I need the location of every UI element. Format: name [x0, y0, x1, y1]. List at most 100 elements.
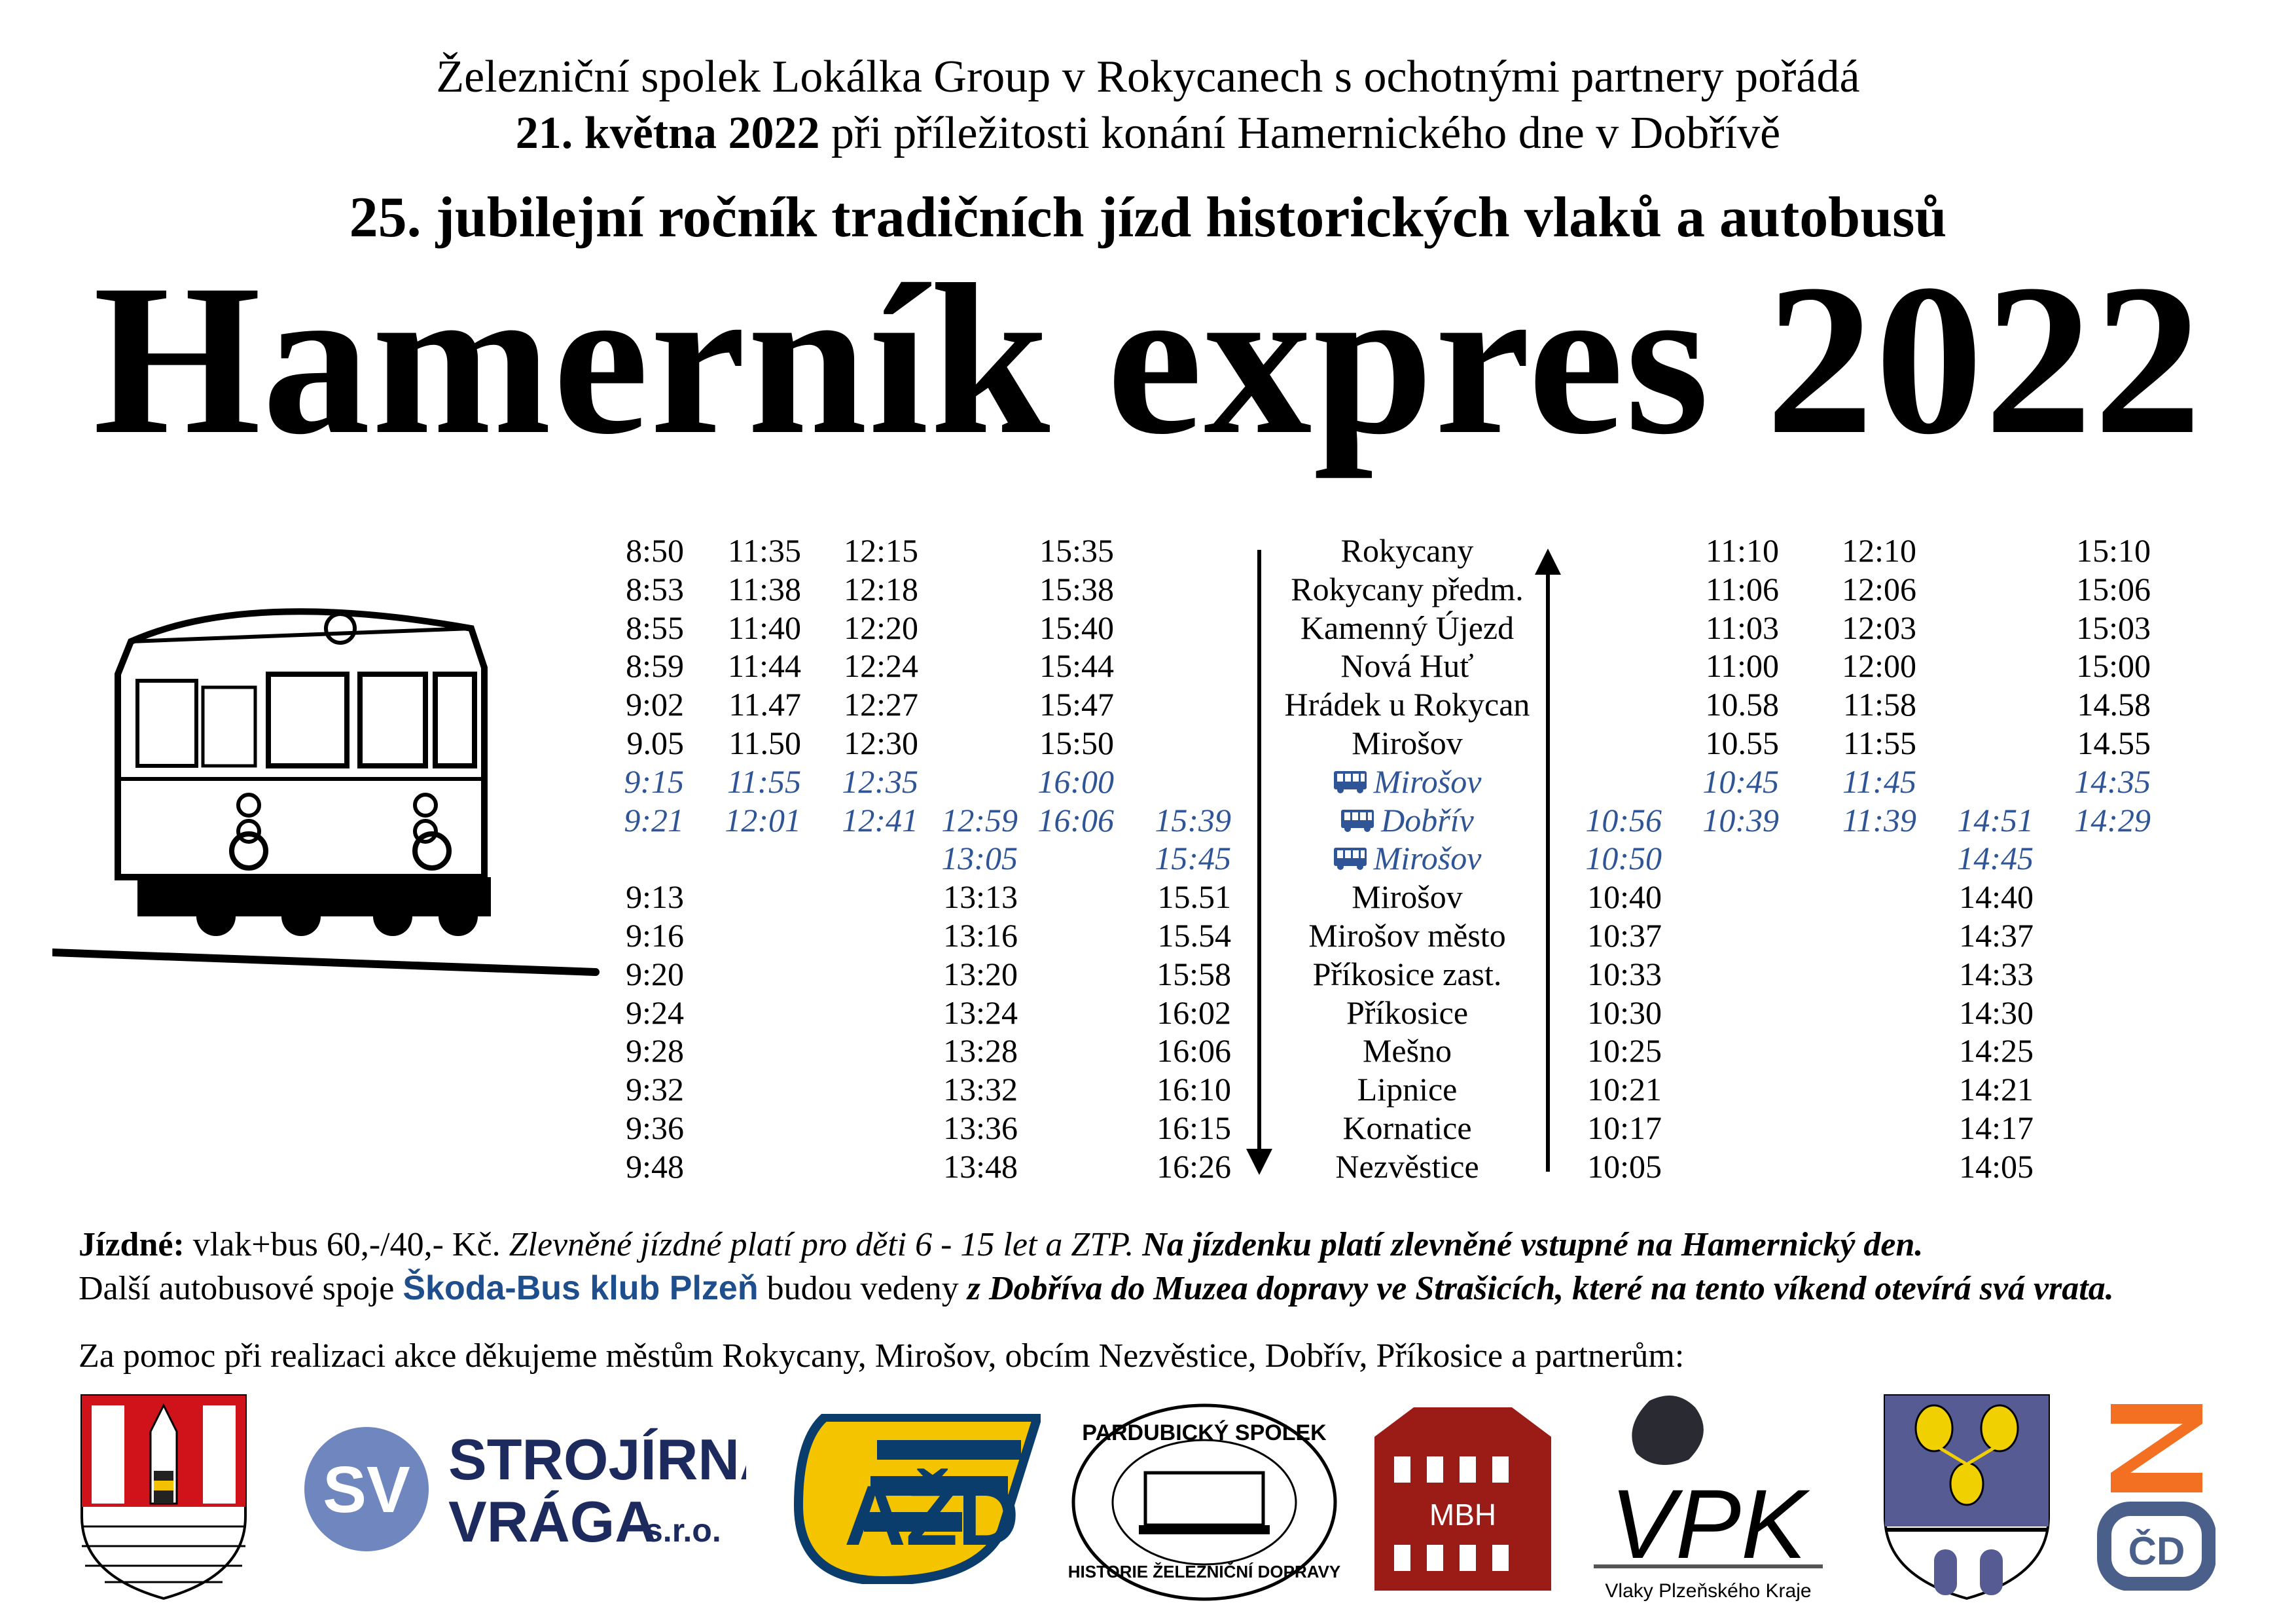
departure-time-return: 12:10: [1842, 532, 1916, 569]
departure-time-return: 15:00: [2076, 647, 2151, 685]
departure-time-outbound: 16:02: [1157, 994, 1231, 1031]
station-name: Příkosice: [1276, 994, 1538, 1032]
departure-time-return: 14:51: [1957, 801, 2034, 839]
departure-time-return: 14:30: [1959, 994, 2034, 1031]
departure-time-return: 11:06: [1705, 570, 1779, 607]
timetable-row: 9:24 13:24 16:02 Příkosice 10:30 14:30: [0, 994, 2296, 1032]
timetable-row: 9.05 11.50 12:30 15:50 Mirošov 10.55 11:55 14.5…: [0, 724, 2296, 762]
station-name: Mešno: [1276, 1032, 1538, 1070]
organizer-line: Železniční spolek Lokálka Group v Rokyca…: [436, 52, 1860, 102]
departure-time-return: 12:00: [1842, 647, 1916, 685]
station-name: Nová Huť: [1276, 647, 1538, 685]
departure-time-return: 15:10: [2076, 532, 2151, 569]
departure-time-return: 14:25: [1959, 1032, 2034, 1070]
departure-time-outbound: 15.51: [1157, 878, 1232, 916]
departure-time-return: 14.55: [2077, 725, 2151, 761]
station-label: Příkosice zast.: [1312, 955, 1502, 992]
departure-time-outbound: 9:28: [626, 1032, 684, 1070]
departure-time-return: 10:37: [1587, 917, 1662, 954]
station-name: Rokycany: [1276, 532, 1538, 569]
departure-time-return: 10:50: [1585, 840, 1662, 877]
timetable-row-bus: 13:05 15:45 Mirošov 10:50 14:45: [0, 839, 2296, 877]
departure-time-return: 14:40: [1959, 878, 2034, 916]
departure-time-outbound: 12:27: [844, 686, 918, 723]
departure-time-outbound: 8:55: [626, 609, 684, 646]
departure-time-return: 11:10: [1705, 532, 1779, 569]
station-name: Příkosice zast.: [1276, 955, 1538, 993]
departure-time-return: 14:29: [2074, 801, 2151, 839]
station-name: Kamenný Újezd: [1276, 609, 1538, 647]
bus-route-note: z Dobříva do Muzea dopravy ve Strašicích…: [967, 1270, 2114, 1307]
timetable-row: 9:48 13:48 16:26 Nezvěstice 10:05 14:05: [0, 1147, 2296, 1185]
departure-time-outbound: 11:40: [727, 609, 801, 646]
departure-time-return: 14:37: [1959, 917, 2034, 954]
departure-time-outbound: 12:01: [725, 801, 801, 839]
fare-price: vlak+bus 60,-/40,- Kč.: [184, 1226, 509, 1263]
departure-time-outbound: 12:24: [844, 647, 918, 685]
svg-text:SV: SV: [323, 1453, 410, 1526]
departure-time-outbound: 16:26: [1157, 1147, 1231, 1185]
station-name: Nezvěstice: [1276, 1147, 1538, 1185]
departure-time-return: 10:05: [1587, 1147, 1662, 1185]
departure-time-return: 10:33: [1587, 955, 1662, 992]
departure-time-outbound: 15:45: [1155, 840, 1231, 877]
departure-time-outbound: 13:24: [943, 994, 1018, 1031]
departure-time-outbound: 11:55: [727, 763, 801, 800]
date-line: 21. května 2022 při příležitosti konání …: [0, 107, 2296, 160]
departure-time-return: 11:55: [1842, 725, 1916, 761]
bus-prefix: Další autobusové spoje: [79, 1270, 403, 1307]
timetable-row: 8:59 11:44 12:24 15:44 Nová Huť 11:00 12:00 15:…: [0, 647, 2296, 685]
station-name: Mirošov město: [1276, 916, 1538, 954]
dobriv-coat-of-arms-logo: [1884, 1394, 2050, 1600]
timetable-row: 9:16 13:16 15.54 Mirošov město 10:37 14:37: [0, 916, 2296, 954]
svg-text:AŽD: AŽD: [844, 1468, 1019, 1563]
departure-time-outbound: 9:15: [624, 763, 684, 800]
station-label: Dobřív: [1381, 801, 1474, 839]
svg-text:HISTORIE ŽELEZNIČNÍ DOPRAVY: HISTORIE ŽELEZNIČNÍ DOPRAVY: [1068, 1562, 1341, 1581]
direction-down-arrow: [1257, 550, 1261, 1159]
page-title: Hamerník expres 2022: [93, 240, 2203, 479]
departure-time-outbound: 13:32: [943, 1071, 1018, 1108]
skoda-bus-club: Škoda-Bus klub Plzeň: [403, 1269, 759, 1307]
departure-time-outbound: 13:20: [943, 955, 1018, 992]
departure-time-outbound: 15.54: [1157, 917, 1232, 954]
station-name: Mirošov: [1276, 724, 1538, 762]
departure-time-outbound: 9:13: [626, 878, 684, 916]
cd-logo: ČD: [2097, 1404, 2215, 1591]
departure-time-return: 10.55: [1705, 725, 1780, 761]
departure-time-outbound: 15:44: [1039, 647, 1114, 685]
departure-time-outbound: 9:02: [626, 686, 684, 723]
departure-time-outbound: 13:48: [943, 1147, 1018, 1185]
station-label: Mirošov: [1373, 840, 1482, 877]
departure-time-outbound: 11.50: [728, 725, 801, 761]
departure-time-outbound: 16:06: [1157, 1032, 1231, 1070]
station-name: Mirošov: [1276, 878, 1538, 916]
departure-time-outbound: 8:59: [626, 647, 684, 685]
departure-time-outbound: 12:35: [842, 763, 918, 800]
departure-time-return: 15:06: [2076, 570, 2151, 607]
departure-time-outbound: 11:44: [727, 647, 801, 685]
departure-time-outbound: 16:06: [1037, 801, 1114, 839]
station-name: Dobřív: [1276, 801, 1538, 839]
departure-time-outbound: 13:16: [943, 917, 1018, 954]
timetable-row: 9:02 11.47 12:27 15:47 Hrádek u Rokycan 10.58…: [0, 685, 2296, 723]
departure-time-outbound: 12:59: [941, 801, 1018, 839]
departure-time-outbound: 9:48: [626, 1147, 684, 1185]
departure-time-return: 11:58: [1842, 686, 1916, 723]
station-label: Lipnice: [1357, 1071, 1458, 1108]
departure-time-return: 10:39: [1702, 801, 1779, 839]
svg-text:s.r.o.: s.r.o.: [645, 1512, 721, 1549]
svg-text:STROJÍRNA: STROJÍRNA: [448, 1427, 746, 1492]
departure-time-outbound: 9:16: [626, 917, 684, 954]
thanks-text: Za pomoc při realizaci akce děkujeme měs…: [79, 1337, 1685, 1375]
departure-time-outbound: 16:10: [1157, 1071, 1231, 1108]
station-label: Příkosice: [1346, 994, 1469, 1031]
departure-time-outbound: 9:32: [626, 1071, 684, 1108]
departure-time-return: 10:56: [1585, 801, 1662, 839]
fare-label: Jízdné:: [79, 1226, 185, 1263]
azd-logo: AŽD: [793, 1414, 1041, 1584]
svg-text:ČD: ČD: [2128, 1529, 2185, 1573]
station-name: Lipnice: [1276, 1070, 1538, 1108]
pardubicky-spolek-logo: PARDUBICKÝ SPOLEK HISTORIE ŽELEZNIČNÍ DO…: [1068, 1403, 1341, 1601]
svg-text:VPK: VPK: [1610, 1469, 1810, 1579]
